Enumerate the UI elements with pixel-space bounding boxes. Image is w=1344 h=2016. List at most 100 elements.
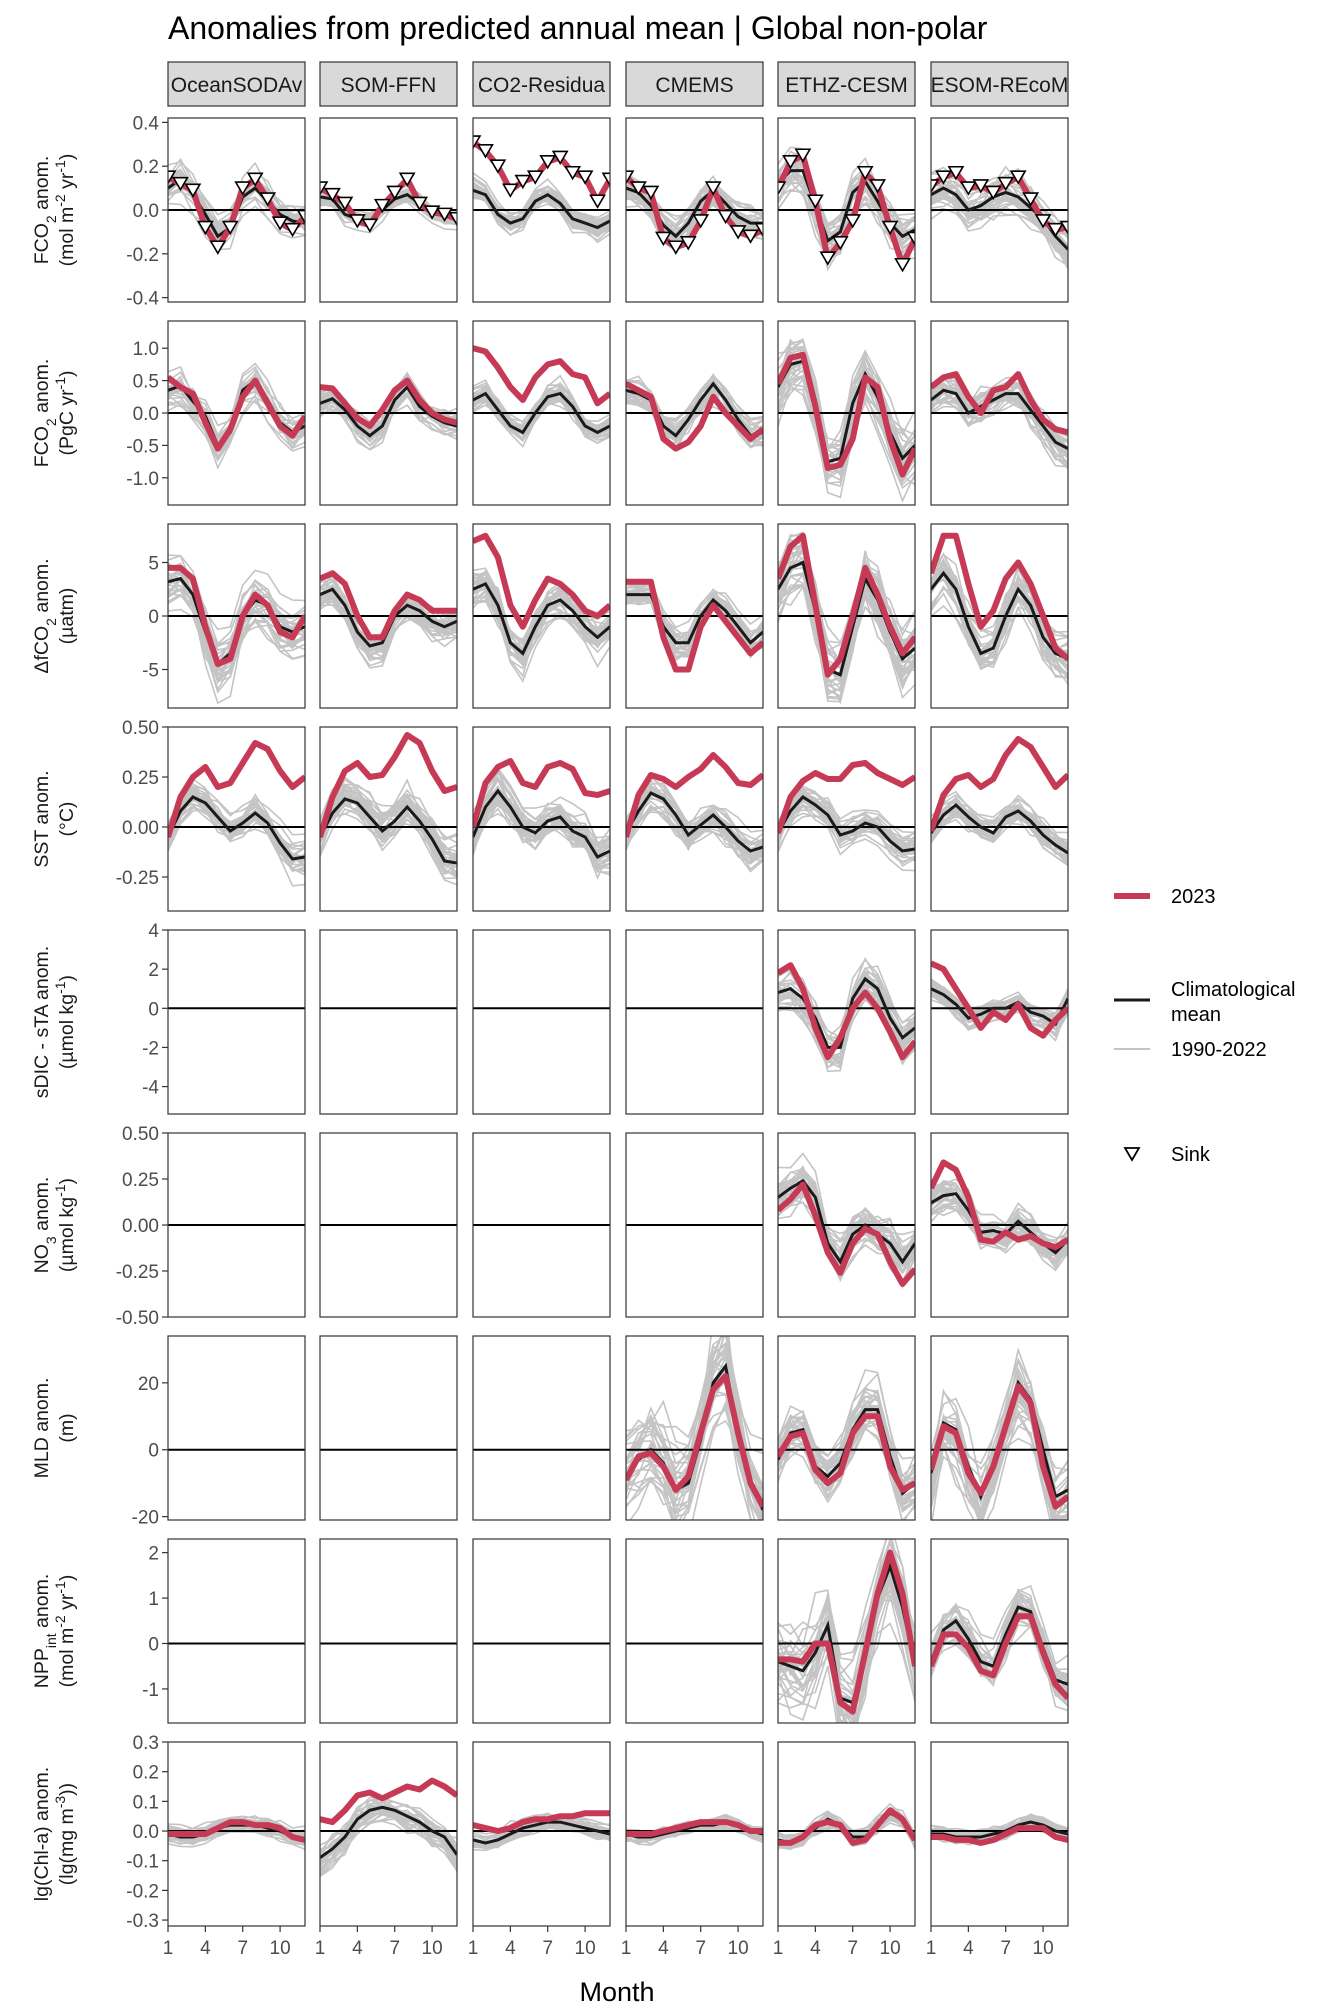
x-tick-label: 7 xyxy=(237,1938,248,1959)
year-series-line xyxy=(931,1179,1068,1251)
y-tick-label: 20 xyxy=(138,1374,159,1395)
y-tick-label: 0 xyxy=(148,1634,159,1655)
panel-6-2 xyxy=(472,1335,611,1521)
x-tick-label: 1 xyxy=(926,1938,937,1959)
sink-marker xyxy=(296,209,305,225)
sink-marker xyxy=(564,165,582,181)
y-tick-label: -0.2 xyxy=(126,1881,159,1902)
y-tick-label: -0.4 xyxy=(126,289,159,310)
panel-1-1 xyxy=(319,320,458,506)
sink-marker xyxy=(172,176,189,192)
panel-8-2 xyxy=(472,1741,611,1927)
year-series-line xyxy=(626,380,763,420)
year-series-line xyxy=(931,798,1068,834)
panel-border xyxy=(777,1538,916,1724)
panel-border xyxy=(625,1132,764,1318)
panel-7-1 xyxy=(319,1538,458,1724)
y-tick-label: 0.4 xyxy=(133,113,160,134)
y-tick-label: 0.0 xyxy=(133,1822,159,1843)
panel-border xyxy=(777,117,916,303)
year-series-line xyxy=(320,784,457,840)
climatological-mean-line xyxy=(778,795,915,853)
sink-marker xyxy=(806,194,824,209)
panel-border xyxy=(930,1132,1069,1318)
y-tick-label: -0.5 xyxy=(126,436,159,457)
series-2023-line xyxy=(931,532,1068,662)
sink-marker xyxy=(477,144,494,159)
panel-border xyxy=(472,1335,611,1521)
facet-panels xyxy=(167,117,1069,1927)
sink-marker xyxy=(320,181,329,196)
panel-7-4 xyxy=(777,1538,916,1724)
panel-5-1 xyxy=(319,1132,458,1318)
year-series-line xyxy=(778,1539,915,1685)
y-tick-label: -0.2 xyxy=(126,245,159,266)
x-tick-label: 4 xyxy=(352,1938,363,1959)
panel-border xyxy=(777,726,916,912)
sink-marker xyxy=(959,181,977,196)
panel-5-2 xyxy=(472,1132,611,1318)
y-tick-label: -1.0 xyxy=(126,469,159,490)
panel-border xyxy=(319,1335,458,1521)
series-2023-line xyxy=(778,532,915,678)
y-tick-label: -0.25 xyxy=(116,1262,159,1283)
panel-border xyxy=(472,320,611,506)
y-axis-label: ΔfCO2 anom. (µatm) xyxy=(31,558,78,673)
y-axis-label-line: (mol m-2 yr-1) xyxy=(52,1575,78,1688)
series-2023-line xyxy=(626,1819,763,1837)
legend-climatological-label-2: mean xyxy=(1171,1004,1221,1026)
panel-border xyxy=(319,117,458,303)
sink-marker xyxy=(184,183,202,198)
climatological-mean-line xyxy=(320,797,457,865)
sink-marker xyxy=(514,174,532,190)
climatological-mean-line xyxy=(626,186,763,239)
panel-7-0 xyxy=(167,1538,306,1724)
x-tick-label: 1 xyxy=(163,1938,174,1959)
y-axis-label-line: lg(Chl-a) anom. xyxy=(31,1767,53,1901)
sink-marker xyxy=(324,187,341,203)
year-series-line xyxy=(320,1814,457,1857)
y-tick-label: 1.0 xyxy=(133,339,159,360)
sink-marker xyxy=(196,220,214,236)
year-series-line xyxy=(778,1176,915,1288)
year-series-line xyxy=(931,1366,1068,1484)
panel-border xyxy=(625,320,764,506)
y-tick-label: -0.1 xyxy=(126,1852,159,1873)
x-tick-label: 7 xyxy=(542,1938,553,1959)
sink-marker xyxy=(284,222,301,238)
panel-0-4 xyxy=(777,117,916,303)
panel-3-1 xyxy=(319,726,458,912)
x-axes: 1 4 7 10 1 4 7 10 1 4 7 10 1 4 7 10 1 4 7 10 1 4 7 10 xyxy=(163,1926,1054,1959)
year-series-line xyxy=(778,384,915,503)
panel-7-2 xyxy=(472,1538,611,1724)
sink-marker xyxy=(794,148,812,163)
legend-years-label: 1990-2022 xyxy=(1171,1039,1267,1061)
y-tick-label: 0.5 xyxy=(133,372,159,393)
year-series-line xyxy=(168,564,305,666)
panel-3-2 xyxy=(472,726,611,912)
series-2023-line xyxy=(931,736,1068,832)
series-2023-line xyxy=(778,1181,915,1287)
y-tick-label: 0 xyxy=(148,1441,159,1462)
y-axis-label-line: sDIC - sTA anom. xyxy=(31,946,53,1098)
year-series-line xyxy=(931,1206,1068,1264)
year-series-line xyxy=(168,398,305,462)
series-2023-line xyxy=(778,1549,915,1715)
year-series-line xyxy=(778,1372,915,1487)
year-series-line xyxy=(931,572,1068,677)
panel-border xyxy=(167,726,306,912)
panel-background xyxy=(168,1336,305,1520)
sink-marker xyxy=(361,218,379,233)
panel-5-5 xyxy=(930,1132,1069,1318)
x-tick-label: 4 xyxy=(505,1938,516,1959)
sink-marker xyxy=(423,205,441,220)
panel-border xyxy=(777,1741,916,1927)
y-tick-label: 0 xyxy=(148,607,159,628)
series-2023-line xyxy=(931,1613,1068,1701)
panel-background xyxy=(473,1336,610,1520)
panel-border xyxy=(167,929,306,1115)
series-2023-line xyxy=(168,1819,305,1843)
y-axis-label-line: (lg(mg m-3)) xyxy=(52,1783,78,1885)
y-axis-label: FCO2 anom.(PgC yr-1) xyxy=(31,359,78,468)
sink-marker xyxy=(589,194,606,209)
